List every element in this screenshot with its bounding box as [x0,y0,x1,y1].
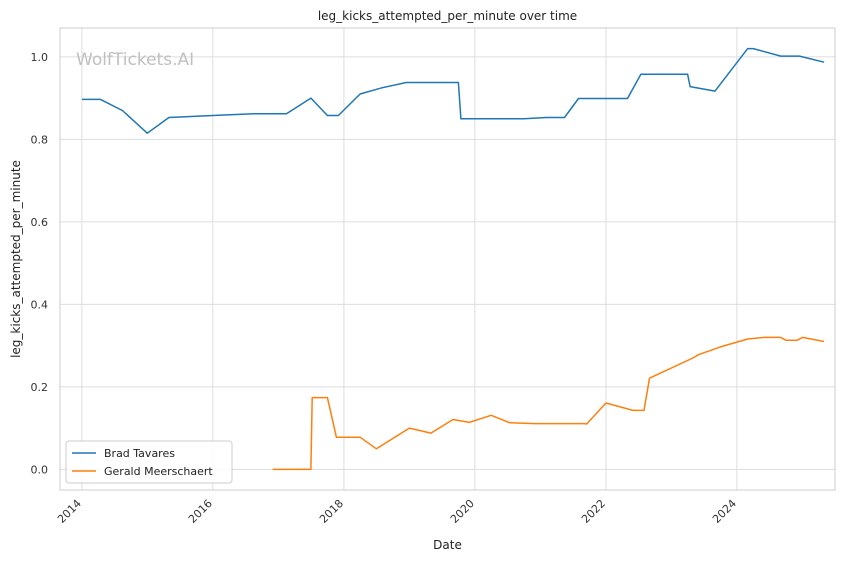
y-tick-label: 0.2 [31,381,49,394]
x-tick-label: 2014 [55,497,84,526]
y-axis-label: leg_kicks_attempted_per_minute [9,160,23,358]
y-tick-label: 0.4 [31,298,49,311]
series-layer [81,47,825,471]
x-tick-label: 2022 [579,497,608,526]
legend: Brad Tavares Gerald Meerschaert [65,440,233,484]
x-tick-label: 2024 [710,497,739,526]
y-tick-label: 0.8 [31,133,49,146]
y-tick-label: 0.0 [31,463,49,476]
x-axis-ticks: 2014 2016 2018 2020 2022 2024 [55,497,739,526]
x-tick-label: 2016 [186,497,215,526]
y-axis-ticks: 0.0 0.2 0.4 0.6 0.8 1.0 [31,51,49,477]
x-tick-label: 2018 [317,497,346,526]
y-tick-label: 1.0 [31,51,49,64]
legend-box [65,440,233,484]
series-line-1 [81,47,825,134]
x-tick-label: 2020 [448,497,477,526]
plot-frame [59,27,836,491]
watermark-text: WolfTickets.AI [76,50,194,70]
x-axis-label: Date [433,538,462,552]
series-line-2 [272,336,825,471]
grid [60,28,835,490]
y-tick-label: 0.6 [31,216,49,229]
chart-title: leg_kicks_attempted_per_minute over time [318,9,577,23]
legend-label: Gerald Meerschaert [104,465,213,478]
legend-label: Brad Tavares [104,447,175,460]
